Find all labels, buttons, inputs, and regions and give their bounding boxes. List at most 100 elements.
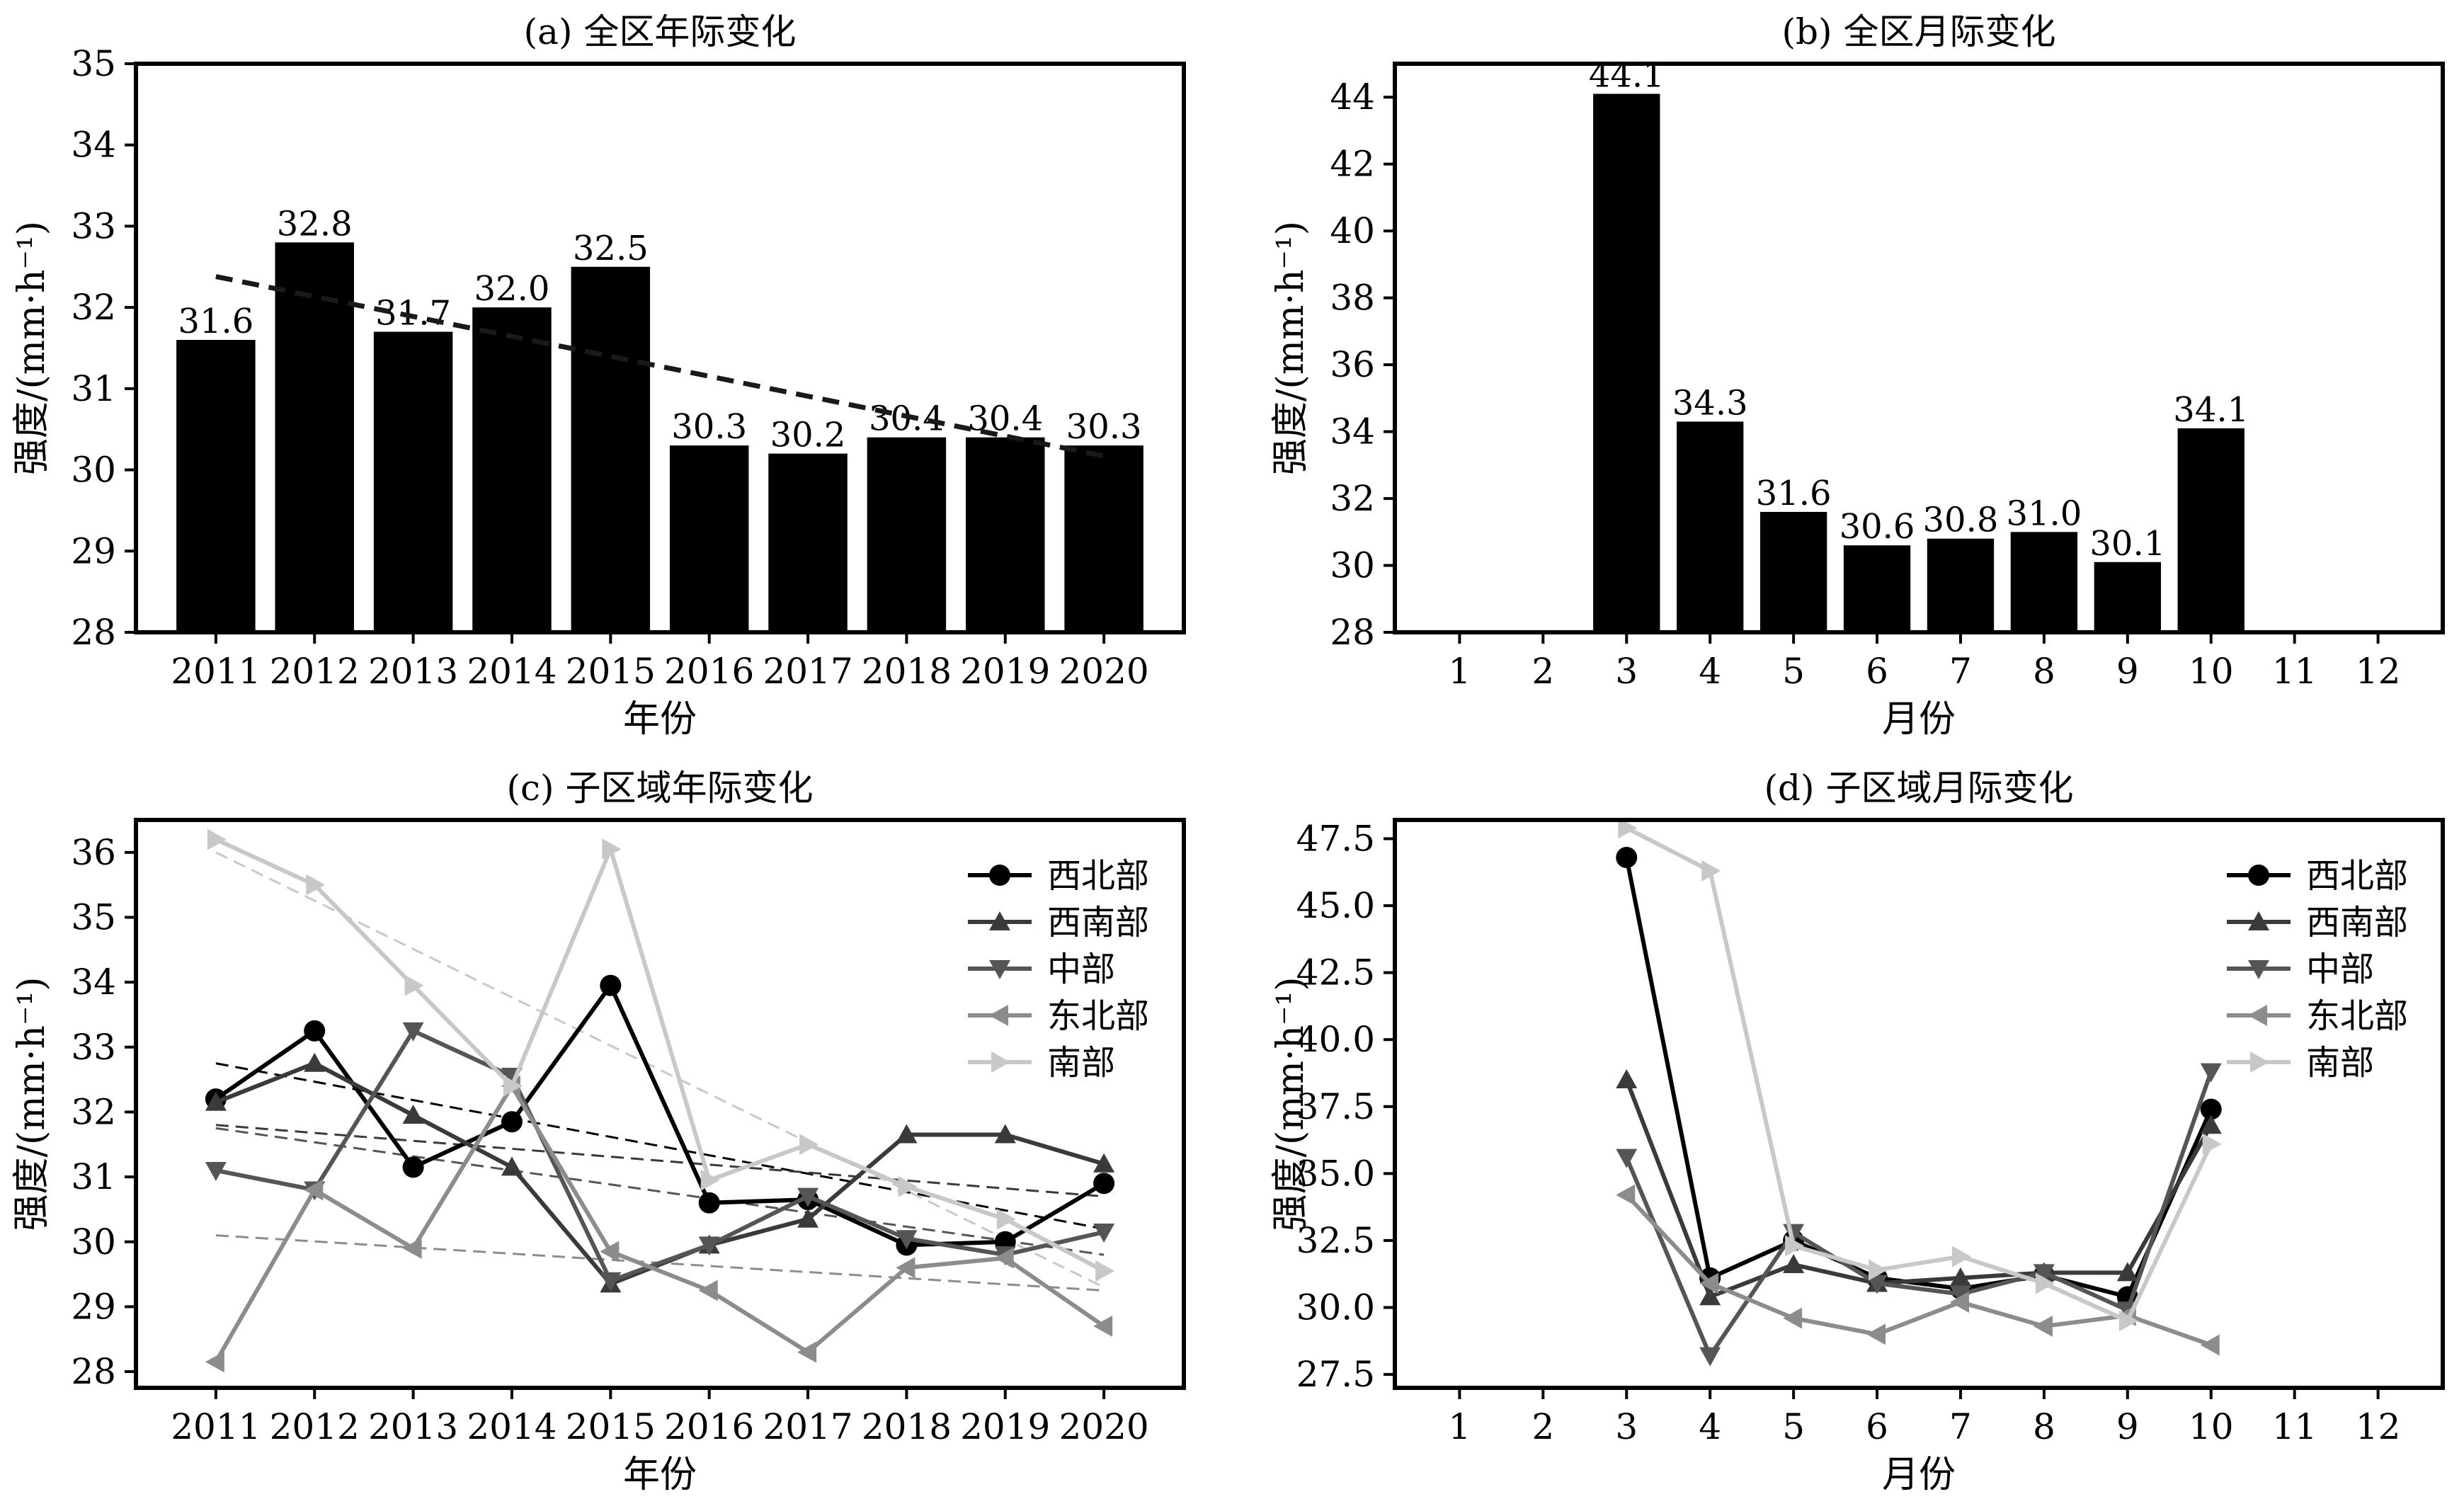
bar-5 xyxy=(1759,511,1827,632)
bar-2018 xyxy=(867,437,947,632)
series-point-triangle-up xyxy=(896,1124,918,1144)
series-point-triangle-down xyxy=(1949,1285,1971,1305)
series-point-triangle-left xyxy=(2200,1334,2220,1356)
series-point-triangle-left xyxy=(600,1241,620,1263)
x-tick-label: 2012 xyxy=(270,651,360,692)
legend-marker xyxy=(2248,911,2269,930)
series-point-triangle-down xyxy=(698,1236,720,1256)
y-tick-label: 30 xyxy=(71,1221,116,1263)
y-axis-label: 强度/(mm·h⁻¹) xyxy=(1270,976,1312,1231)
series-line-circle xyxy=(215,981,1105,1248)
x-tick-label: 5 xyxy=(1782,1406,1805,1447)
bar-value-label: 34.1 xyxy=(2173,390,2249,430)
series-point-triangle-up xyxy=(2200,1115,2222,1134)
series-point-circle xyxy=(1616,846,1638,868)
y-tick-label: 47.5 xyxy=(1296,818,1375,859)
panel-b-month-bar-chart: 44.1 34.3 31.630.6 30.8 31.030.1 34.1 (b) 全区月际… xyxy=(1270,11,2445,741)
series-point-triangle-down xyxy=(797,1187,819,1207)
series-line-triangle-down xyxy=(215,1028,1105,1284)
series-point-triangle-left xyxy=(797,1341,817,1363)
y-tick-label: 35.0 xyxy=(1296,1153,1375,1194)
x-tick-label: 2014 xyxy=(467,651,557,692)
x-tick-label: 2015 xyxy=(566,651,656,692)
series-point-triangle-left xyxy=(402,1237,422,1259)
series-point-triangle-left xyxy=(1699,1272,1719,1294)
series-line-triangle-right xyxy=(1625,826,2213,1324)
series-point-triangle-right xyxy=(1701,860,1721,882)
trend-line-triangle-up xyxy=(215,1124,1105,1198)
series-point-triangle-up xyxy=(1783,1253,1805,1273)
legend-label: 中部 xyxy=(2306,950,2374,989)
legend-marker xyxy=(989,865,1010,886)
bar-2015 xyxy=(571,266,651,632)
legend-marker xyxy=(991,1051,1010,1073)
bar-6 xyxy=(1843,545,1911,632)
x-tick-label: 2019 xyxy=(960,651,1050,692)
series-point-triangle-up xyxy=(994,1124,1016,1144)
series-line-triangle-left xyxy=(1625,1193,2212,1347)
x-tick-label: 2013 xyxy=(368,1406,458,1447)
bar-8 xyxy=(2010,532,2078,632)
bar-9 xyxy=(2094,562,2161,632)
series-point-triangle-right xyxy=(207,828,227,850)
series-point-circle xyxy=(698,1192,720,1214)
x-axis-label: 月份 xyxy=(1882,698,1956,741)
x-tick-label: 9 xyxy=(2116,1406,2139,1447)
bar-2016 xyxy=(669,445,749,632)
legend-marker xyxy=(2248,960,2269,979)
x-tick-label: 8 xyxy=(2033,1406,2055,1447)
series-point-circle xyxy=(304,1020,326,1042)
series-point-triangle-right xyxy=(1095,1260,1115,1282)
x-tick-label: 6 xyxy=(1866,1406,1888,1447)
series-point-triangle-right xyxy=(2202,1133,2222,1155)
series-point-triangle-left xyxy=(1949,1291,1969,1313)
x-tick-label: 4 xyxy=(1699,651,1721,692)
series-point-circle xyxy=(501,1111,523,1133)
y-tick-label: 35 xyxy=(71,43,116,84)
series-point-triangle-right xyxy=(700,1169,720,1191)
series-point-triangle-down xyxy=(205,1161,227,1181)
trend-line-circle xyxy=(215,1062,1105,1230)
bar-value-label: 30.8 xyxy=(1923,501,1999,540)
series-point-triangle-up xyxy=(2116,1262,2138,1282)
y-tick-label: 32 xyxy=(1330,478,1375,519)
x-tick-label: 7 xyxy=(1949,651,1972,692)
plot-frame xyxy=(134,62,1186,634)
x-tick-label: 4 xyxy=(1699,1406,1721,1447)
series-point-triangle-right xyxy=(996,1208,1016,1230)
series-point-triangle-up xyxy=(501,1156,523,1176)
x-tick-label: 2014 xyxy=(467,1406,557,1447)
bar-value-label: 30.3 xyxy=(1066,407,1142,447)
series-point-triangle-up xyxy=(1093,1153,1115,1173)
chart-title: (c) 子区域年际变化 xyxy=(507,768,814,809)
series-point-circle xyxy=(600,974,622,996)
bar-value-label: 30.4 xyxy=(967,399,1043,439)
y-tick-label: 44 xyxy=(1330,76,1375,118)
series-point-triangle-up xyxy=(1616,1068,1638,1088)
x-axis-label: 年份 xyxy=(623,698,697,741)
x-tick-label: 2020 xyxy=(1059,651,1148,692)
y-axis-label: 强度/(mm·h⁻¹) xyxy=(1270,221,1312,475)
series-line-triangle-right xyxy=(215,837,1105,1273)
y-tick-label: 35 xyxy=(71,896,116,937)
bar-value-label: 31.0 xyxy=(2006,494,2082,533)
y-tick-label: 40 xyxy=(1330,210,1375,251)
bar-value-label: 30.3 xyxy=(671,407,747,447)
x-tick-label: 5 xyxy=(1782,651,1805,692)
series-point-triangle-down xyxy=(600,1272,622,1292)
y-tick-label: 37.5 xyxy=(1296,1086,1375,1127)
y-tick-label: 29 xyxy=(71,1286,116,1327)
y-tick-label: 28 xyxy=(1330,612,1375,653)
bar-value-label: 30.1 xyxy=(2089,524,2165,564)
series-point-triangle-up xyxy=(402,1105,424,1124)
legend-marker xyxy=(2248,865,2269,886)
bar-value-label: 30.6 xyxy=(1840,507,1915,547)
series-point-triangle-right xyxy=(2035,1272,2055,1294)
x-tick-label: 2018 xyxy=(862,1406,952,1447)
bar-value-label: 32.8 xyxy=(277,204,353,244)
bar-2019 xyxy=(966,437,1045,632)
series-point-triangle-down xyxy=(1616,1149,1638,1168)
x-tick-label: 12 xyxy=(2356,651,2401,692)
